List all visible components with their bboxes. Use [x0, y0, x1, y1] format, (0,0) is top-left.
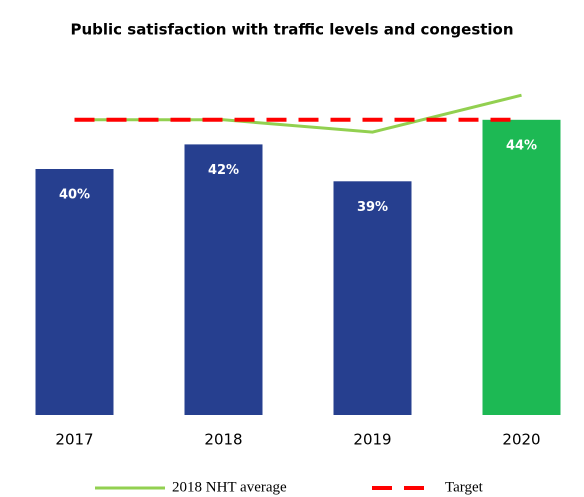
value-label: 44%: [506, 138, 537, 153]
value-label: 40%: [59, 188, 90, 203]
value-label: 42%: [208, 163, 239, 178]
legend-label: Target: [445, 479, 484, 495]
x-tick-label: 2017: [55, 431, 93, 449]
bar: [184, 144, 263, 415]
bar: [35, 169, 114, 415]
legend-label: 2018 NHT average: [172, 479, 287, 495]
x-tick-label: 2019: [353, 431, 391, 449]
x-tick-label: 2020: [502, 431, 540, 449]
chart-title: Public satisfaction with traffic levels …: [70, 21, 513, 39]
series-line: [74, 93, 522, 134]
bar: [482, 119, 561, 416]
x-tick-label: 2018: [204, 431, 242, 449]
bar: [333, 181, 412, 415]
value-label: 39%: [357, 200, 388, 215]
